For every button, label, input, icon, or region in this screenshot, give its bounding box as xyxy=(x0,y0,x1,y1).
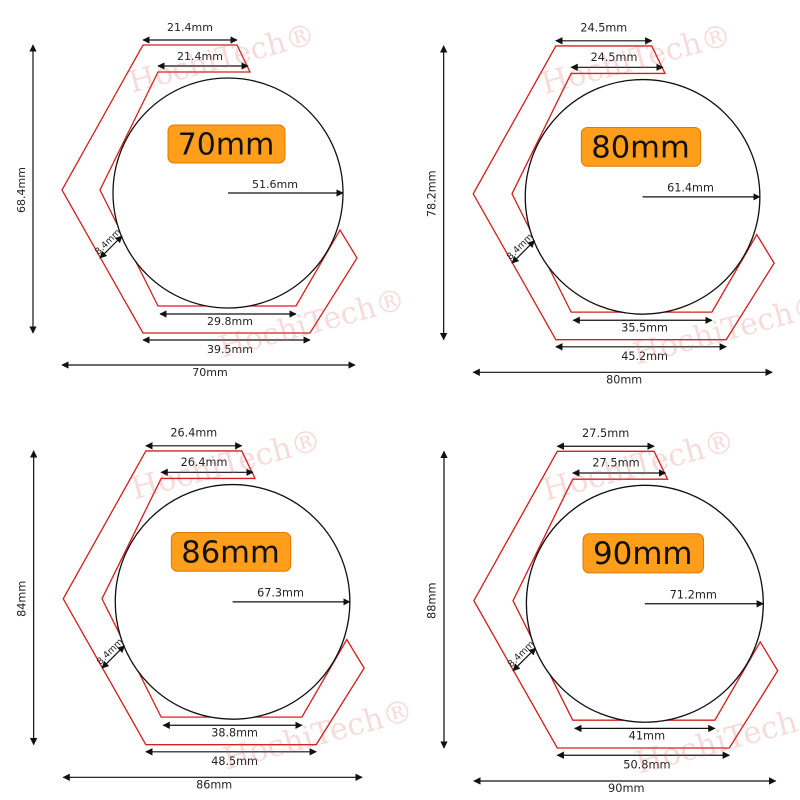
top-outer-label: 24.5mm xyxy=(580,22,627,35)
bottom-outer-label: 39.5mm xyxy=(207,343,253,356)
height-label: 84mm xyxy=(15,581,28,617)
bottom-outer-label: 48.5mm xyxy=(211,755,258,768)
radius-label: 71.2mm xyxy=(670,588,717,602)
top-inner-label: 27.5mm xyxy=(592,456,639,470)
bracket-frame xyxy=(473,450,779,749)
width-label: 80mm xyxy=(606,373,642,386)
bottom-inner-label: 41mm xyxy=(629,729,665,743)
radius-label: 51.6mm xyxy=(252,178,298,191)
width-label: 90mm xyxy=(608,781,645,795)
thickness-line xyxy=(99,235,123,259)
width-label: 86mm xyxy=(196,778,232,791)
size-label: 86mm xyxy=(181,535,279,570)
radius-label: 67.3mm xyxy=(257,587,304,600)
size-badge xyxy=(582,533,705,574)
size-badge xyxy=(580,126,702,167)
panel: 86mm 26.4mm 26.4mm 67.3mm 84mm 8.4mm 38.8mm 48.… xyxy=(15,423,417,792)
top-outer-label: 27.5mm xyxy=(582,426,629,440)
thickness-label: 8.4mm xyxy=(94,228,124,258)
thickness-label: 8.4mm xyxy=(95,636,126,667)
radius-label: 61.4mm xyxy=(667,182,714,195)
size-label: 80mm xyxy=(591,130,689,165)
bottom-outer-label: 45.2mm xyxy=(621,350,668,363)
top-inner-label: 24.5mm xyxy=(591,51,638,64)
top-inner-label: 26.4mm xyxy=(181,456,228,469)
size-label: 90mm xyxy=(593,536,692,572)
size-label: 70mm xyxy=(178,128,275,163)
bottom-outer-label: 50.8mm xyxy=(623,758,670,772)
thickness-line xyxy=(512,647,537,672)
bottom-inner-label: 35.5mm xyxy=(621,321,668,334)
bottom-inner-label: 38.8mm xyxy=(211,726,258,739)
bracket-frame xyxy=(472,45,775,341)
thickness-line xyxy=(101,645,125,669)
size-badge xyxy=(170,531,292,572)
height-label: 68.4mm xyxy=(15,167,28,213)
panel: 70mm 21.4mm 21.4mm 51.6mm 68.4mm 8.4mm 29.8mm 3… xyxy=(15,17,409,379)
top-outer-label: 21.4mm xyxy=(167,21,213,34)
panel: 90mm 27.5mm 27.5mm 71.2mm 88mm 8.4mm 41mm 50.8m… xyxy=(425,423,800,796)
size-badge xyxy=(167,124,286,164)
top-inner-label: 21.4mm xyxy=(177,50,223,63)
bottom-inner-label: 29.8mm xyxy=(207,315,253,328)
height-label: 78.2mm xyxy=(425,170,438,217)
thickness-line xyxy=(511,240,535,264)
bracket-frame xyxy=(62,450,365,746)
thickness-label: 8.4mm xyxy=(505,231,536,262)
top-outer-label: 26.4mm xyxy=(170,427,217,440)
bracket-frame xyxy=(61,44,358,334)
height-label: 88mm xyxy=(425,582,439,619)
width-label: 70mm xyxy=(192,366,227,379)
panel: 80mm 24.5mm 24.5mm 61.4mm 78.2mm 8.4mm 35.5mm 4… xyxy=(425,18,800,387)
thickness-label: 8.4mm xyxy=(506,639,537,670)
